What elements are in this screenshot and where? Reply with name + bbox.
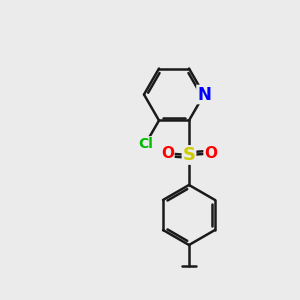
Text: N: N (197, 85, 211, 103)
Text: O: O (204, 146, 217, 161)
Text: S: S (182, 146, 196, 164)
Text: O: O (161, 146, 174, 161)
Text: Cl: Cl (138, 137, 153, 151)
